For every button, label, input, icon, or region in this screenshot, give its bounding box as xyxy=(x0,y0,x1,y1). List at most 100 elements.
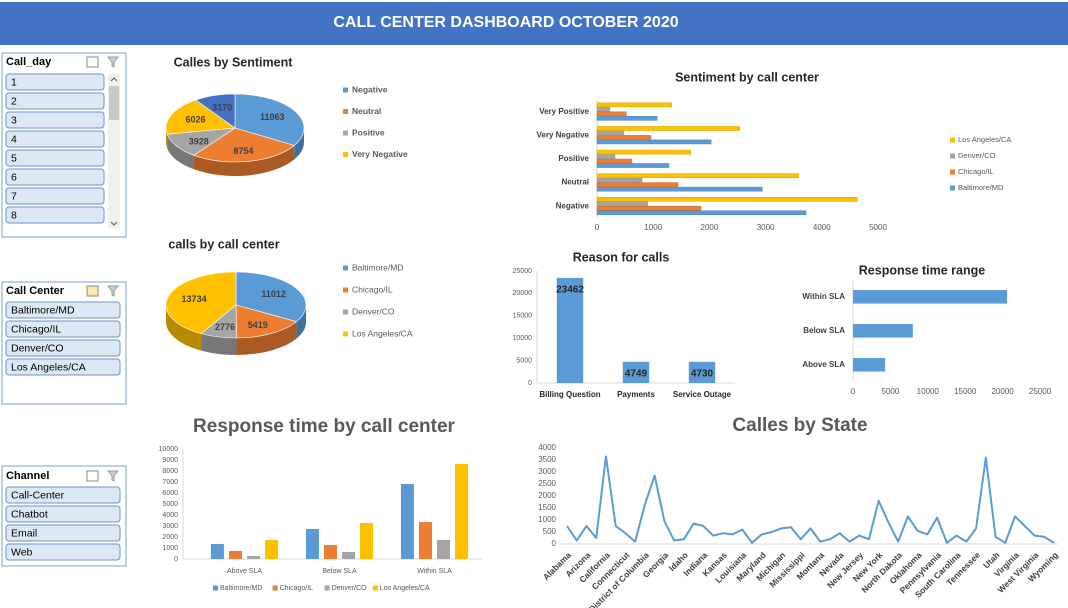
slicer-item-label: 7 xyxy=(11,190,17,202)
legend-swatch xyxy=(372,585,378,591)
slicer-item[interactable] xyxy=(5,168,105,186)
clear-filter-icon[interactable] xyxy=(106,470,120,482)
slicer-item[interactable] xyxy=(5,543,121,561)
bar xyxy=(596,111,627,117)
multi-select-icon[interactable] xyxy=(86,470,99,482)
y-tick-label: 3000 xyxy=(538,467,556,476)
slicer-item[interactable] xyxy=(5,111,105,129)
slicer-item[interactable] xyxy=(5,505,121,523)
slicer-title: Call_day xyxy=(6,56,52,68)
slicer-item-label: Denver/CO xyxy=(11,342,64,354)
x-tick-label: 4000 xyxy=(813,223,831,232)
chart-title: Reason for calls xyxy=(573,250,670,264)
slicer-item[interactable] xyxy=(5,73,105,91)
bar xyxy=(265,539,279,559)
slicer-item-label: Chicago/IL xyxy=(11,323,61,335)
slicer-item-label: Web xyxy=(11,546,33,558)
chart-title: Response time range xyxy=(859,263,985,277)
bar xyxy=(596,186,763,192)
scroll-down[interactable] xyxy=(110,221,118,226)
scroll-up[interactable] xyxy=(110,77,118,82)
y-tick-label: 0 xyxy=(174,556,178,563)
legend-swatch xyxy=(324,585,330,591)
bar xyxy=(596,116,658,121)
slicer-item-label: 3 xyxy=(11,114,17,126)
slicer-item[interactable] xyxy=(5,92,105,110)
y-tick-label: 1000 xyxy=(538,515,556,524)
x-tick-label: 0 xyxy=(595,223,600,232)
legend-swatch xyxy=(343,87,348,93)
legend-label: Los Angeles/CA xyxy=(380,585,430,592)
pie-slice xyxy=(234,93,305,146)
legend-label: Neutral xyxy=(352,106,381,116)
bar xyxy=(596,135,652,140)
pie-side xyxy=(166,305,202,351)
y-tick-label: Within SLA xyxy=(802,292,845,301)
slicer-item[interactable] xyxy=(5,130,105,148)
bar xyxy=(323,545,337,559)
legend-swatch xyxy=(950,153,955,159)
slicer-item-label: 1 xyxy=(11,76,17,88)
slicer-item[interactable] xyxy=(5,339,121,357)
x-tick-label: Below SLA xyxy=(322,568,357,575)
bar xyxy=(556,277,584,383)
bar xyxy=(596,196,858,202)
legend-label: Chicago/IL xyxy=(280,585,314,592)
y-tick-label: 5000 xyxy=(516,357,532,364)
bar xyxy=(596,149,692,155)
multi-select-icon[interactable] xyxy=(86,285,99,297)
y-tick-label: 9000 xyxy=(162,457,178,464)
legend-swatch xyxy=(272,585,278,591)
legend-swatch xyxy=(950,137,955,143)
bar xyxy=(596,126,740,131)
y-tick-label: 0 xyxy=(552,539,557,548)
slicer-item-label: 2 xyxy=(11,95,17,107)
pie-side xyxy=(294,128,304,160)
legend-label: Denver/CO xyxy=(332,585,368,592)
legend-swatch xyxy=(213,585,218,591)
bar xyxy=(210,544,224,559)
slicer-item[interactable] xyxy=(5,486,121,504)
y-tick-label: 1500 xyxy=(538,503,556,512)
data-label: 11012 xyxy=(261,289,286,299)
legend-label: Very Negative xyxy=(352,149,408,159)
data-label: 23462 xyxy=(556,285,584,296)
x-tick-label: 5000 xyxy=(869,223,887,232)
slicer-item[interactable] xyxy=(5,358,121,376)
data-label: 4730 xyxy=(691,368,714,379)
x-tick-label: 0 xyxy=(851,387,856,396)
chart-title: Sentiment by call center xyxy=(675,70,819,84)
pie-slice xyxy=(165,271,237,334)
multi-select-icon[interactable] xyxy=(86,56,99,68)
slicer-item[interactable] xyxy=(5,320,121,338)
legend-swatch xyxy=(343,309,348,315)
pie-slice xyxy=(195,93,236,129)
scroll-thumb[interactable] xyxy=(109,86,119,120)
y-tick-label: 7000 xyxy=(162,479,178,486)
x-tick-label: Above SLA xyxy=(227,568,262,575)
x-tick-label: 25000 xyxy=(1029,387,1052,396)
clear-filter-icon[interactable] xyxy=(106,56,120,68)
y-tick-label: 4000 xyxy=(162,512,178,519)
x-tick-label: 5000 xyxy=(882,387,900,396)
slicer-item[interactable] xyxy=(5,524,121,542)
bar xyxy=(360,523,374,559)
chart-title: Calles by Sentiment xyxy=(174,55,294,69)
x-tick-label: Within SLA xyxy=(417,568,452,575)
slicer-item[interactable] xyxy=(5,187,105,205)
slicer-item-label: 4 xyxy=(11,133,17,145)
x-tick-label: 2000 xyxy=(701,223,719,232)
bar xyxy=(853,290,1008,304)
pie-slice xyxy=(193,127,295,163)
x-tick-label: Payments xyxy=(617,390,655,399)
bar xyxy=(853,324,913,338)
slicer-item-label: Chatbot xyxy=(11,508,48,520)
slicer-item[interactable] xyxy=(5,149,105,167)
slicer-item[interactable] xyxy=(5,206,105,224)
y-tick-label: 10000 xyxy=(513,335,533,342)
clear-filter-icon[interactable] xyxy=(106,285,120,297)
y-tick-label: 2000 xyxy=(162,534,178,541)
y-tick-label: 25000 xyxy=(513,268,533,275)
slicer-item[interactable] xyxy=(5,301,121,319)
